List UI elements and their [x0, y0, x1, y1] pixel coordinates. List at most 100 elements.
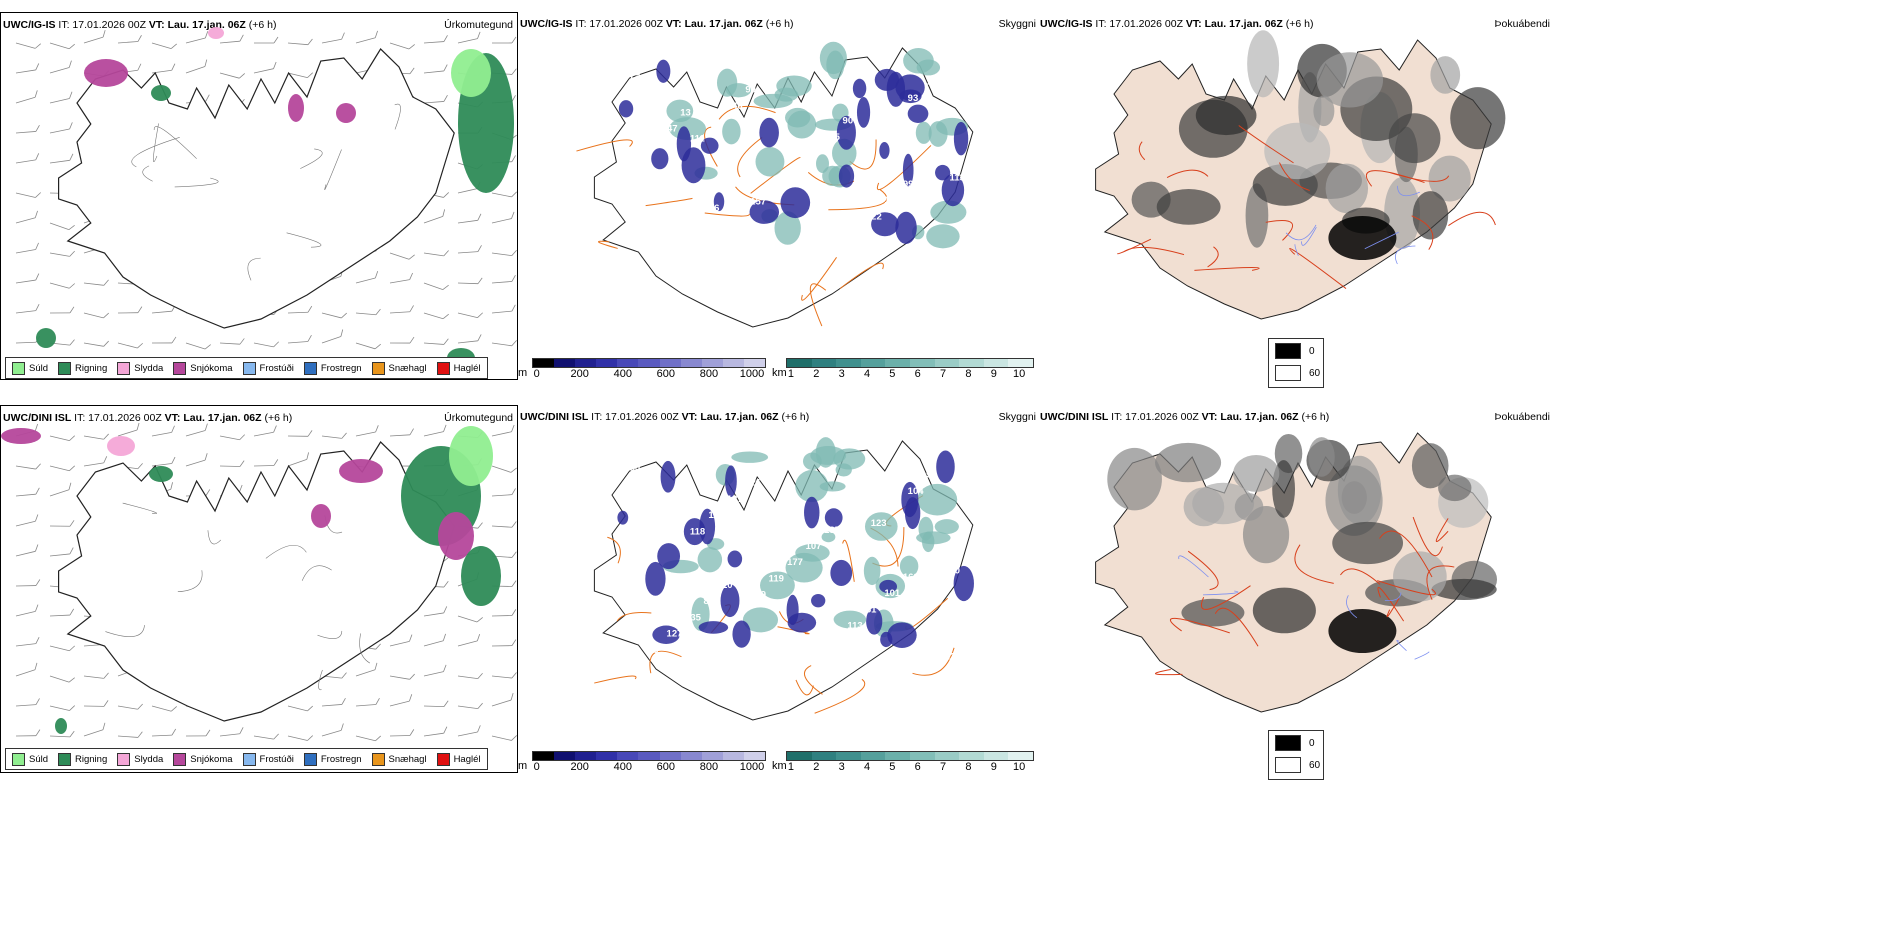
barb-shaft	[15, 69, 36, 74]
barb-flag	[136, 422, 140, 431]
panel-header: UWC/DINI ISL IT: 17.01.2026 00Z VT: Lau.…	[520, 411, 810, 423]
barb-flag	[171, 63, 176, 71]
barb-flag	[443, 700, 449, 707]
colorbar-segment	[787, 359, 812, 367]
cloud-base-patch	[645, 561, 666, 596]
wind-barb	[253, 425, 277, 437]
cloud-base-patch	[617, 510, 629, 525]
barb-flag	[273, 733, 279, 740]
barb-shaft	[491, 281, 512, 284]
cloud-base-label: 113	[949, 172, 964, 183]
cloud-base-label: 147	[662, 124, 678, 135]
barb-flag	[477, 312, 484, 318]
fog-shade	[1412, 191, 1449, 240]
wind-barb	[117, 35, 142, 44]
cloud-swatch-white	[1275, 365, 1301, 381]
barb-shaft	[389, 42, 410, 50]
barb-shaft	[83, 462, 104, 467]
road	[1207, 246, 1219, 268]
barb-flag	[307, 430, 313, 437]
barb-flag	[341, 432, 347, 439]
cloud-base-patch	[953, 565, 974, 602]
cloud-base-label: 124	[926, 77, 943, 88]
wind-barb	[423, 726, 448, 737]
visibility-patch	[821, 531, 836, 543]
colorbar-strip	[532, 358, 766, 368]
cloud-base-patch	[652, 625, 680, 645]
barb-shaft	[287, 458, 307, 467]
cloud-base-label: 101	[884, 588, 901, 599]
river	[1346, 595, 1358, 619]
barb-flag	[511, 155, 516, 162]
colorbar-tick: 8	[965, 761, 972, 773]
colorbar-segment	[554, 752, 576, 760]
cloud-base-label: 82	[968, 156, 979, 167]
cloud-base-label: 9	[782, 643, 787, 654]
barb-flag	[443, 64, 448, 72]
wind-barb	[185, 423, 208, 437]
cloud-base-label: 106	[704, 203, 720, 214]
legend-label: Frostúði	[259, 362, 294, 374]
fog-shade	[1388, 113, 1441, 164]
road	[777, 626, 810, 635]
cloud-base-label: 119	[810, 260, 825, 271]
barb-flag	[103, 433, 109, 440]
cloud-base-patch	[676, 126, 692, 162]
barb-flag	[511, 735, 517, 741]
barb-shaft	[423, 671, 444, 677]
visibility-patch	[928, 121, 948, 147]
colorbar-segment	[575, 752, 597, 760]
barb-flag	[409, 305, 414, 312]
precip-area	[339, 459, 383, 483]
fog-shade	[1411, 443, 1449, 489]
road	[828, 189, 888, 211]
barb-shaft	[389, 279, 410, 284]
legend-item: Haglél	[436, 361, 481, 375]
barb-flag	[443, 250, 449, 257]
barb-shaft	[15, 550, 36, 557]
barb-flag	[35, 514, 39, 522]
barb-flag	[239, 727, 244, 734]
cloud-base-label: 111	[690, 133, 706, 144]
wind-barb	[287, 452, 310, 467]
barb-shaft	[15, 643, 36, 647]
barb-flag	[477, 672, 483, 679]
road	[607, 536, 621, 564]
barb-shaft	[491, 615, 513, 617]
barb-flag	[204, 453, 208, 461]
road	[1377, 586, 1405, 622]
wind-barb	[49, 705, 76, 711]
visibility-patch	[666, 99, 694, 123]
legend-swatch	[303, 361, 317, 375]
map-line	[177, 570, 203, 593]
wind-barb	[49, 465, 76, 472]
fog-shade	[1234, 493, 1264, 521]
wind-barb	[491, 191, 517, 198]
barb-flag	[511, 551, 517, 558]
cloud-base-patch	[657, 543, 681, 570]
wind-barb	[49, 60, 72, 74]
visibility-panel-top: UWC/IG-IS IT: 17.01.2026 00Z VT: Lau. 17…	[518, 12, 1038, 380]
wind-barb	[491, 735, 517, 741]
legend-swatch	[58, 361, 72, 375]
road	[1265, 220, 1294, 241]
road	[649, 650, 682, 674]
panel-header: UWC/IG-IS IT: 17.01.2026 00Z VT: Lau. 17…	[520, 18, 794, 30]
cloud-base-label: 107	[806, 541, 822, 552]
cloud-base-label: 140	[727, 101, 743, 112]
river	[1394, 245, 1416, 265]
wind-barb	[49, 730, 75, 738]
cloud-base-patch	[699, 508, 716, 545]
road	[912, 647, 955, 676]
cloud-base-patch	[804, 496, 820, 529]
road	[704, 126, 718, 167]
wind-barb	[15, 698, 40, 707]
wind-barb	[151, 728, 177, 737]
barb-flag	[170, 43, 177, 49]
barb-flag	[239, 434, 245, 441]
barb-shaft	[49, 553, 70, 557]
barb-shaft	[423, 705, 445, 708]
wind-barb	[49, 42, 75, 50]
map-line	[318, 669, 323, 691]
wind-barb	[491, 609, 517, 617]
